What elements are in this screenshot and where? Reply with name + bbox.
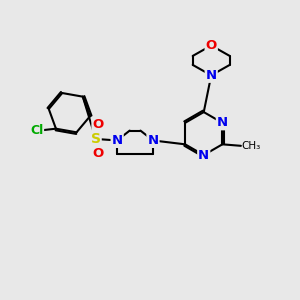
Text: S: S [91,132,101,146]
Text: CH₃: CH₃ [242,141,261,151]
Text: N: N [198,148,209,162]
Text: O: O [92,147,104,161]
Text: O: O [206,39,217,52]
Text: O: O [92,118,104,130]
Text: Cl: Cl [30,124,43,137]
Text: N: N [206,69,217,82]
Text: N: N [112,134,123,147]
Text: N: N [147,134,158,147]
Text: N: N [217,116,228,129]
